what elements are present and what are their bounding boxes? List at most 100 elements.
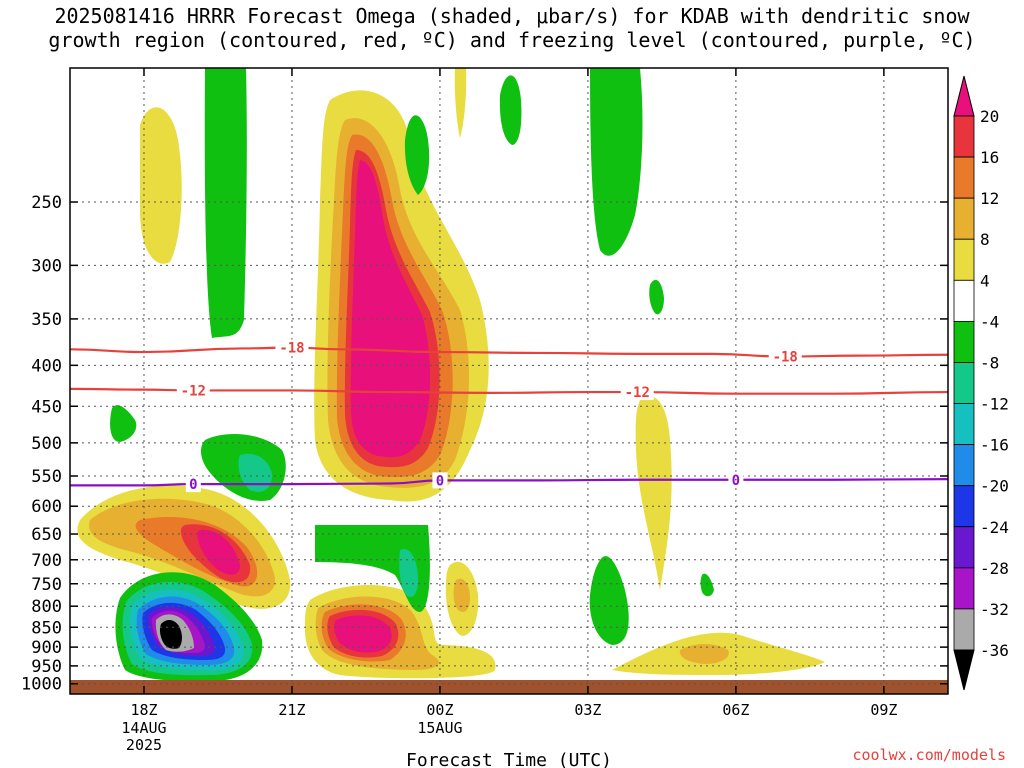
colorbar-label: -32: [980, 600, 1009, 619]
contour-label-bg: [432, 472, 448, 489]
omega-region: [590, 68, 643, 256]
y-tick-label: 350: [31, 310, 62, 330]
x-axis-label: Forecast Time (UTC): [406, 750, 612, 768]
omega-region: [159, 620, 182, 649]
colorbar-label: -20: [980, 477, 1009, 496]
contour-line: [70, 478, 949, 487]
colorbar-swatch: [953, 403, 975, 446]
omega-region: [635, 396, 672, 590]
colorbar-label: -8: [980, 353, 999, 372]
title-line-2: growth region (contoured, red, ºC) and f…: [48, 28, 976, 52]
credit-link[interactable]: coolwx.com/models: [852, 746, 1006, 764]
x-tick-label: 06Z: [722, 701, 749, 719]
colorbar-swatch: [953, 156, 975, 199]
y-tick-label: 900: [31, 638, 62, 658]
colorbar: 20 16 12 8 4 -4 -8 -12 -16 -20 -24 -28 -32 -36: [953, 75, 1009, 691]
x-tick-label: 03Z: [574, 701, 601, 719]
colorbar-label: -4: [980, 312, 999, 331]
y-axis: 250 300 350 400 450 500 550 600 650 700 7508008509…: [21, 193, 948, 695]
y-tick-label: 600: [31, 497, 62, 517]
x-tick-label: 09Z: [870, 701, 897, 719]
omega-region: [197, 529, 240, 575]
y-tick-label: 750: [31, 575, 62, 595]
contour-line: [69, 346, 949, 358]
y-tick-label: 250: [31, 193, 62, 213]
y-tick-label: 850: [31, 618, 62, 638]
omega-region: [589, 556, 629, 645]
contour-label-bg: [185, 476, 201, 493]
colorbar-swatch: [953, 362, 975, 404]
colorbar-label: -12: [980, 395, 1009, 414]
contour-label-bg: [620, 384, 654, 401]
omega-region: [350, 160, 431, 458]
y-tick-label: 800: [31, 597, 62, 617]
contour-label: -12: [181, 383, 206, 399]
x-tick-label: 21Z: [278, 701, 305, 719]
colorbar-swatch: [953, 485, 975, 528]
omega-region: [334, 615, 392, 653]
title-line-1: 2025081416 HRRR Forecast Omega (shaded, …: [54, 4, 970, 28]
x-tick-sublabel: 15AUG: [417, 719, 462, 737]
y-tick-label: 700: [31, 551, 62, 571]
colorbar-swatch: [953, 444, 975, 487]
x-tick-sublabel: 14AUG: [121, 719, 166, 737]
colorbar-label: 4: [980, 271, 990, 290]
omega-region: [399, 549, 418, 597]
omega-region: [140, 107, 182, 264]
colorbar-swatch: [953, 320, 975, 363]
y-tick-label: 400: [31, 356, 62, 376]
colorbar-label: 16: [980, 148, 999, 167]
omega-region: [204, 68, 247, 338]
colorbar-swatch: [953, 197, 975, 240]
colorbar-label: -16: [980, 436, 1009, 455]
contour-label-bg: [275, 339, 309, 356]
omega-region: [649, 279, 664, 315]
omega-region: [110, 405, 137, 442]
colorbar-bottom-arrow: [953, 649, 975, 691]
y-tick-label: 650: [31, 525, 62, 545]
omega-region: [700, 573, 714, 597]
omega-region: [499, 75, 522, 145]
ground-bar: [70, 680, 948, 694]
plot-frame: [69, 67, 949, 695]
colorbar-label: -36: [980, 641, 1009, 660]
colorbar-label: 20: [980, 107, 999, 126]
contour-label: -18: [279, 341, 304, 357]
contour-label-bg: [176, 382, 210, 399]
colorbar-swatch: [953, 526, 975, 569]
y-tick-label: 550: [31, 467, 62, 487]
x-tick-label: 18Z: [130, 701, 157, 719]
omega-region: [679, 644, 729, 664]
omega-region: [404, 115, 430, 195]
x-tick-label: 00Z: [426, 701, 453, 719]
y-tick-label: 500: [31, 434, 62, 454]
contour-label: -12: [625, 385, 650, 401]
colorbar-label: 8: [980, 230, 990, 249]
y-tick-label: 300: [31, 256, 62, 276]
colorbar-swatch: [953, 238, 975, 281]
chart-title: 2025081416 HRRR Forecast Omega (shaded, …: [0, 4, 1024, 52]
colorbar-label: -24: [980, 518, 1009, 537]
contour-label-bg: [768, 348, 802, 365]
contour-label: 0: [436, 473, 444, 489]
contour-label: 0: [189, 477, 197, 493]
y-tick-label: 450: [31, 397, 62, 417]
contour-label: -18: [773, 350, 798, 366]
colorbar-label: -28: [980, 559, 1009, 578]
colorbar-top-arrow: [953, 75, 975, 117]
colorbar-swatch: [953, 115, 975, 158]
omega-region: [315, 525, 430, 612]
omega-region: [238, 453, 272, 492]
omega-shading: [77, 68, 825, 682]
omega-region: [453, 578, 470, 612]
contour-label: 0: [732, 473, 740, 489]
contour-label-bg: [728, 471, 744, 488]
y-tick-label: 1000: [21, 675, 62, 695]
colorbar-swatch: [953, 608, 975, 651]
colorbar-swatch: [953, 279, 975, 322]
omega-region: [454, 68, 467, 138]
colorbar-swatch: [953, 567, 975, 610]
x-tick-sublabel: 2025: [126, 736, 162, 754]
